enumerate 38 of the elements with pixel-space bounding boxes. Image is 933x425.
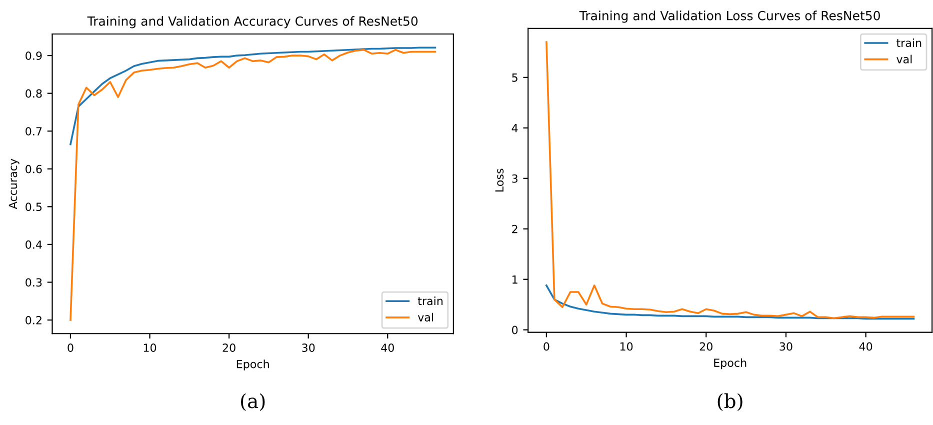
- chart-title: Training and Validation Loss Curves of ResNet50: [579, 10, 880, 23]
- x-tick-label: 0: [68, 344, 74, 352]
- y-tick-label: 4: [512, 124, 518, 132]
- legend-label: train: [896, 38, 922, 48]
- x-axis-title: Epoch: [236, 360, 269, 370]
- y-tick-label: 1: [512, 275, 518, 284]
- x-tick-label: 40: [381, 344, 394, 352]
- y-axis-title: Loss: [495, 168, 504, 192]
- y-tick-label: 0: [512, 326, 518, 334]
- x-tick-label: 10: [620, 342, 633, 351]
- legend-label: val: [418, 312, 434, 322]
- legend-label: val: [896, 54, 912, 64]
- y-tick-label: 0.3: [26, 278, 42, 287]
- y-tick-label: 0.5: [26, 202, 42, 212]
- text: (a): [240, 393, 265, 412]
- x-tick-label: 10: [144, 344, 156, 352]
- y-tick-label: 0.7: [26, 127, 42, 136]
- x-tick-label: 20: [700, 342, 712, 351]
- line-series: [546, 284, 915, 320]
- y-tick-label: 3: [512, 174, 518, 183]
- y-tick-label: 0.8: [26, 89, 42, 98]
- y-tick-label: 5: [512, 74, 518, 82]
- legend-label: train: [418, 296, 442, 306]
- x-tick-label: 30: [780, 342, 792, 351]
- y-axis-title: Accuracy: [8, 158, 20, 210]
- chart-title: Training and Validation Accuracy Curves of ResNet50: [87, 16, 418, 28]
- x-tick-label: 40: [859, 342, 872, 351]
- y-tick-label: 0.6: [26, 164, 42, 174]
- line-series: [70, 46, 436, 146]
- x-tick-label: 30: [302, 344, 315, 352]
- x-axis-title: Epoch: [714, 358, 746, 370]
- x-tick-label: 0: [544, 342, 550, 351]
- y-tick-label: 0.2: [26, 316, 42, 324]
- x-tick-label: 20: [222, 344, 236, 352]
- text: (b): [718, 393, 742, 412]
- y-tick-label: 2: [512, 224, 518, 234]
- y-tick-label: 0.4: [26, 240, 42, 249]
- y-tick-label: 0.9: [26, 52, 42, 60]
